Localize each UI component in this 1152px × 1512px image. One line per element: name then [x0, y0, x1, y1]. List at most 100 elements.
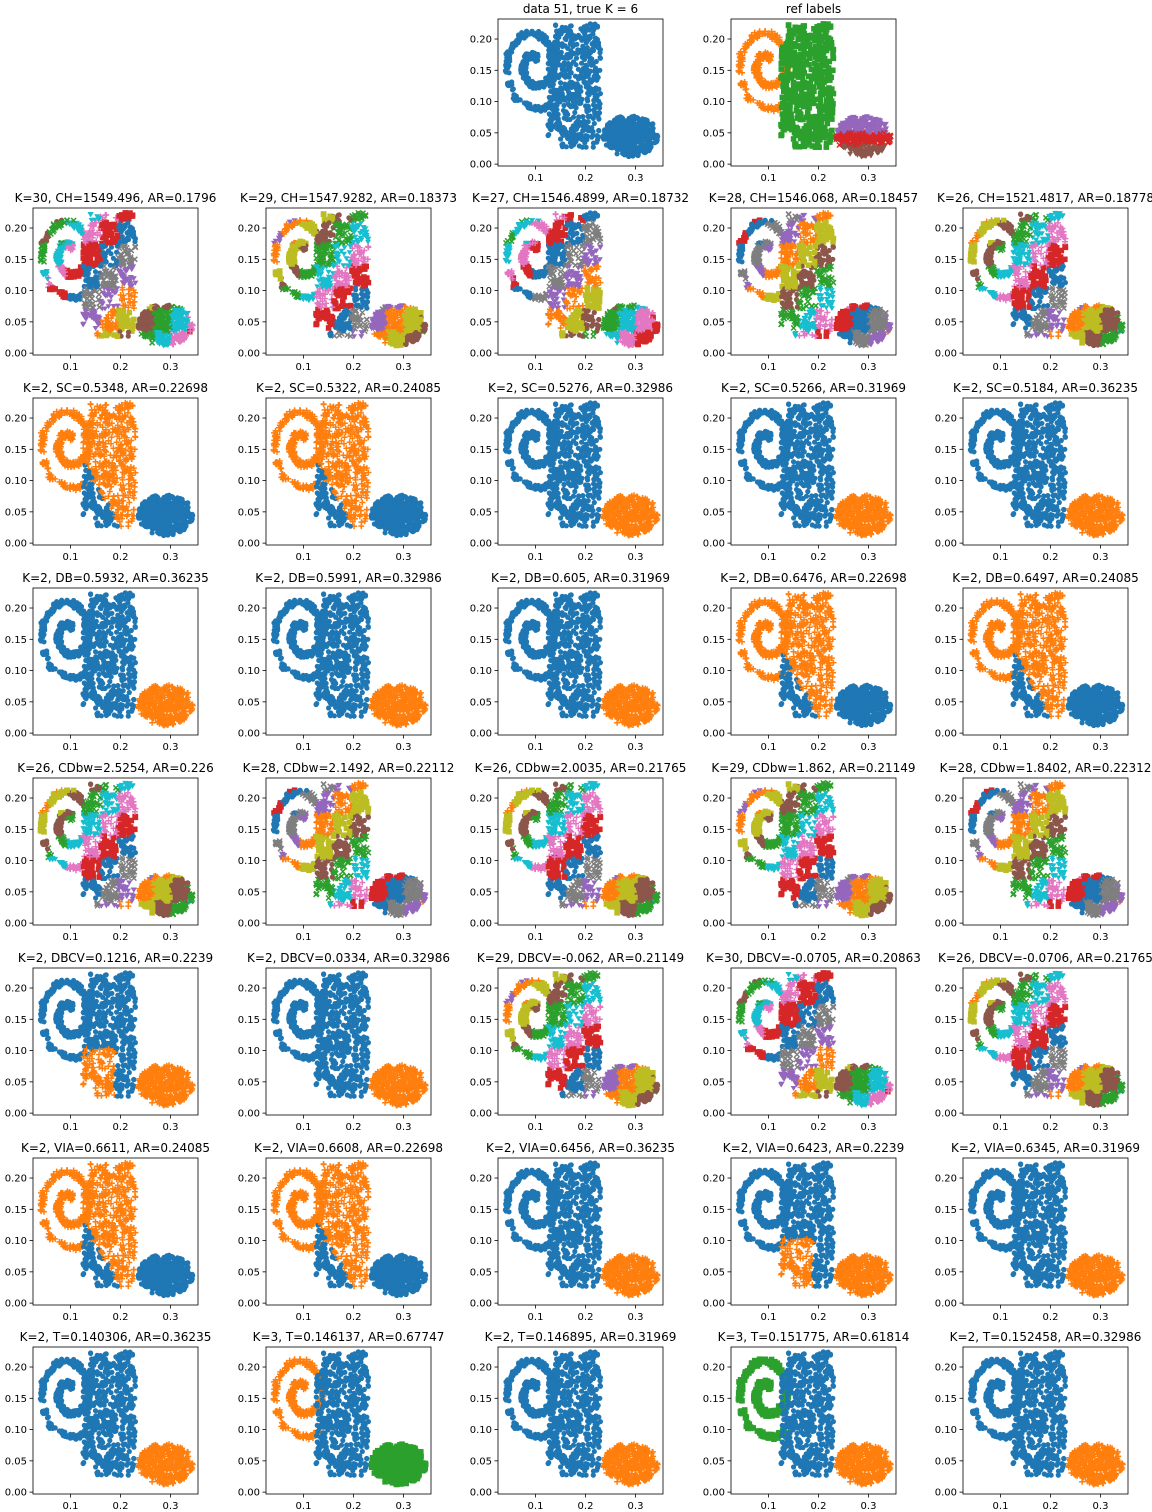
- x-tick-label: 0.3: [628, 362, 644, 373]
- y-tick-label: 0.05: [238, 1456, 260, 1467]
- y-tick-label: 0.05: [703, 128, 725, 139]
- y-tick-label: 0.15: [935, 1394, 957, 1405]
- y-tick-label: 0.20: [238, 794, 260, 805]
- y-tick-label: 0.00: [935, 919, 957, 930]
- x-tick-label: 0.2: [346, 1312, 362, 1323]
- x-tick-label: 0.3: [861, 742, 877, 753]
- subplot-title: K=2, SC=0.5266, AR=0.31969: [721, 381, 906, 395]
- y-tick-label: 0.10: [470, 666, 492, 677]
- y-tick-label: 0.20: [238, 984, 260, 995]
- x-tick-label: 0.1: [296, 742, 312, 753]
- y-tick-label: 0.20: [470, 414, 492, 425]
- x-tick-label: 0.2: [346, 932, 362, 943]
- scatter-points: [38, 970, 196, 1108]
- x-tick-label: 0.3: [1093, 742, 1109, 753]
- x-tick-label: 0.2: [1043, 742, 1059, 753]
- y-tick-label: 0.10: [703, 1236, 725, 1247]
- scatter-points: [37, 1160, 195, 1298]
- scatter-points: [503, 1160, 661, 1298]
- x-tick-label: 0.1: [63, 1312, 79, 1323]
- scatter-points: [270, 400, 428, 538]
- scatter-points: [38, 590, 196, 728]
- y-tick-label: 0.15: [935, 1205, 957, 1216]
- y-tick-label: 0.15: [703, 825, 725, 836]
- y-tick-label: 0.10: [703, 1046, 725, 1057]
- x-tick-label: 0.3: [861, 362, 877, 373]
- y-tick-label: 0.00: [470, 1299, 492, 1310]
- y-tick-label: 0.05: [5, 697, 27, 708]
- subplot-title: K=30, DBCV=-0.0705, AR=0.20863: [706, 951, 921, 965]
- y-tick-label: 0.10: [238, 666, 260, 677]
- y-tick-label: 0.05: [238, 1077, 260, 1088]
- x-tick-label: 0.1: [761, 1122, 777, 1133]
- y-tick-label: 0.05: [703, 887, 725, 898]
- y-tick-label: 0.20: [5, 414, 27, 425]
- y-tick-label: 0.05: [5, 1077, 27, 1088]
- y-tick-label: 0.15: [470, 1394, 492, 1405]
- y-tick-label: 0.05: [238, 1267, 260, 1278]
- x-tick-label: 0.1: [761, 932, 777, 943]
- x-tick-label: 0.3: [163, 1312, 179, 1323]
- y-tick-label: 0.05: [238, 887, 260, 898]
- y-tick-label: 0.10: [703, 666, 725, 677]
- x-tick-label: 0.3: [628, 1122, 644, 1133]
- subplot-title: K=26, CDbw=2.0035, AR=0.21765: [475, 761, 687, 775]
- scatter-points: [503, 781, 661, 918]
- subplot-title: K=2, DB=0.5991, AR=0.32986: [255, 571, 442, 585]
- x-tick-label: 0.1: [528, 552, 544, 563]
- y-tick-label: 0.05: [470, 507, 492, 518]
- x-tick-label: 0.2: [113, 1312, 129, 1323]
- scatter-points: [967, 590, 1125, 728]
- x-tick-label: 0.2: [578, 1501, 594, 1512]
- x-tick-label: 0.3: [628, 1501, 644, 1512]
- y-tick-label: 0.20: [238, 604, 260, 615]
- y-tick-label: 0.20: [703, 984, 725, 995]
- x-tick-label: 0.2: [578, 1312, 594, 1323]
- y-tick-label: 0.20: [470, 1363, 492, 1374]
- scatter-points: [270, 1349, 428, 1487]
- x-tick-label: 0.2: [1043, 1501, 1059, 1512]
- y-tick-label: 0.10: [5, 1236, 27, 1247]
- x-tick-label: 0.1: [63, 1501, 79, 1512]
- y-tick-label: 0.10: [935, 1046, 957, 1057]
- subplot-title: K=28, CDbw=2.1492, AR=0.22112: [243, 761, 455, 775]
- x-tick-label: 0.3: [396, 362, 412, 373]
- subplot-title: K=3, T=0.146137, AR=0.67747: [253, 1330, 445, 1344]
- y-tick-label: 0.05: [470, 1077, 492, 1088]
- y-tick-label: 0.15: [470, 825, 492, 836]
- y-tick-label: 0.05: [5, 507, 27, 518]
- y-tick-label: 0.20: [470, 604, 492, 615]
- scatter-points: [38, 1349, 196, 1487]
- x-tick-label: 0.3: [861, 173, 877, 184]
- x-tick-label: 0.3: [1093, 552, 1109, 563]
- scatter-points: [271, 590, 429, 728]
- y-tick-label: 0.10: [703, 1425, 725, 1436]
- y-tick-label: 0.00: [5, 349, 27, 360]
- subplot: data 51, true K = 60.1 0.2 0.30.000.050.10…: [470, 2, 663, 184]
- y-tick-label: 0.00: [935, 539, 957, 550]
- x-tick-label: 0.1: [761, 362, 777, 373]
- x-tick-label: 0.2: [578, 932, 594, 943]
- y-tick-label: 0.10: [470, 1425, 492, 1436]
- y-tick-label: 0.10: [5, 666, 27, 677]
- subplot-title: K=29, DBCV=-0.062, AR=0.21149: [477, 951, 684, 965]
- y-tick-label: 0.00: [703, 1299, 725, 1310]
- y-tick-label: 0.10: [470, 476, 492, 487]
- x-tick-label: 0.3: [861, 552, 877, 563]
- y-tick-label: 0.00: [238, 729, 260, 740]
- subplot-title: K=29, CH=1547.9282, AR=0.18373: [240, 191, 457, 205]
- y-tick-label: 0.20: [470, 224, 492, 235]
- y-tick-label: 0.10: [470, 1236, 492, 1247]
- x-tick-label: 0.1: [993, 362, 1009, 373]
- subplot-title: ref labels: [786, 2, 841, 16]
- subplot-title: K=26, CH=1521.4817, AR=0.18778: [937, 191, 1152, 205]
